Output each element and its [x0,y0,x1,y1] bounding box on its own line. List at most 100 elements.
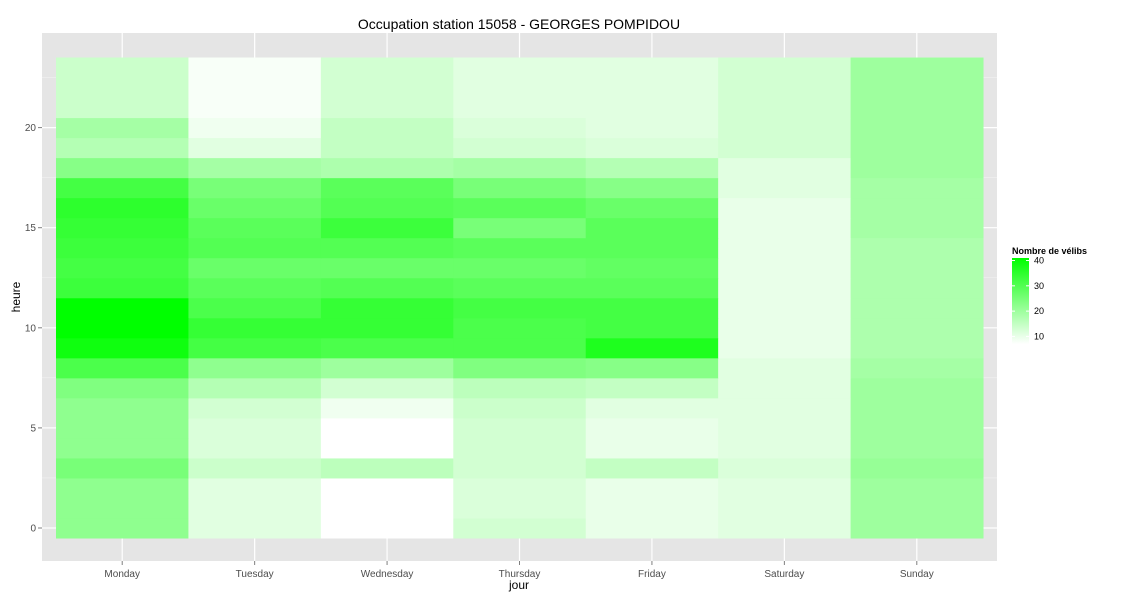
heatmap-cell [188,237,322,259]
heatmap-cell [453,197,587,219]
x-tick-label: Thursday [499,569,541,580]
heatmap-cell [850,97,984,119]
heatmap-cell [56,97,189,119]
heatmap-cell [453,337,587,359]
heatmap-cell [188,257,322,279]
heatmap-cell [56,117,189,139]
x-tick-label: Monday [104,569,140,580]
heatmap-cell [453,97,587,119]
legend-colorbar [1012,258,1029,344]
y-tick-label: 0 [30,524,36,535]
heatmap-cell [718,457,852,479]
heatmap-cell [585,477,719,499]
heatmap-cell [850,137,984,159]
heatmap-cell [718,237,852,259]
heatmap-cell [320,437,454,459]
heatmap-cell [453,477,587,499]
heatmap-cell [453,357,587,379]
heatmap-cell [320,257,454,279]
heatmap-cell [718,177,852,199]
heatmap-cell [453,457,587,479]
x-axis-ticks: Monday Tuesday Wednesday Thursday Friday Satu… [104,561,934,580]
x-tick-label: Wednesday [361,569,414,580]
heatmap-cell [188,117,322,139]
heatmap-cell [718,77,852,99]
legend-tick-label: 10 [1034,331,1044,341]
heatmap-cell [585,237,719,259]
heatmap-cell [56,397,189,419]
heatmap-cell [585,457,719,479]
heatmap-cell [320,337,454,359]
heatmap-cell [56,137,189,159]
heatmap-cell [56,217,189,239]
heatmap-cell [585,517,719,539]
heatmap-cell [850,157,984,179]
legend-tick-label: 20 [1034,306,1044,316]
heatmap-cell [56,57,189,79]
heatmap-cell [320,277,454,299]
heatmap-cell [850,437,984,459]
heatmap-cell [850,297,984,319]
heatmap-cell [188,437,322,459]
heatmap-cell [188,157,322,179]
heatmap-cell [453,497,587,519]
heatmap-cell [453,297,587,319]
heatmap-cell [320,77,454,99]
heatmap-cell [585,217,719,239]
heatmap-cell [188,57,322,79]
heatmap-cell [320,517,454,539]
y-tick-label: 15 [25,223,37,234]
heatmap-cell [56,157,189,179]
heatmap-cell [320,177,454,199]
heatmap-cell [453,237,587,259]
heatmap-cell [453,417,587,439]
heatmap-cell [188,417,322,439]
heatmap-cell [188,377,322,399]
heatmap-cell [850,177,984,199]
heatmap-cell [320,237,454,259]
heatmap-cell [56,377,189,399]
heatmap-cell [585,177,719,199]
heatmap-cell [850,257,984,279]
heatmap-cell [453,217,587,239]
heatmap-cell [850,357,984,379]
heatmap-cell [56,357,189,379]
x-tick-label: Sunday [900,569,934,580]
heatmap-cell [585,157,719,179]
y-tick-label: 10 [25,323,37,334]
heatmap-cell [453,517,587,539]
heatmap-cell [188,317,322,339]
heatmap-cell [56,297,189,319]
heatmap-cell [320,417,454,439]
heatmap-cell [850,517,984,539]
y-tick-label: 5 [30,423,36,434]
legend-tick-label: 40 [1034,256,1044,266]
heatmap-cell [850,417,984,439]
heatmap-cell [850,217,984,239]
heatmap-cell [188,297,322,319]
heatmap-cell [453,377,587,399]
heatmap-cell [718,317,852,339]
heatmap-cell [585,137,719,159]
heatmap-cells [56,57,984,539]
x-axis-title: jour [508,578,529,592]
heatmap-cell [585,257,719,279]
heatmap-cell [453,177,587,199]
heatmap-cell [718,197,852,219]
heatmap-cell [453,257,587,279]
heatmap-cell [718,117,852,139]
heatmap-cell [56,177,189,199]
heatmap-cell [585,377,719,399]
heatmap-cell [718,497,852,519]
legend-tick-label: 30 [1034,281,1044,291]
heatmap-cell [56,77,189,99]
heatmap-cell [850,457,984,479]
x-tick-label: Tuesday [236,569,274,580]
heatmap-cell [850,477,984,499]
heatmap-cell [453,317,587,339]
heatmap-cell [56,437,189,459]
y-tick-label: 20 [25,123,37,134]
heatmap-cell [453,397,587,419]
heatmap-cell [585,357,719,379]
heatmap-cell [188,397,322,419]
